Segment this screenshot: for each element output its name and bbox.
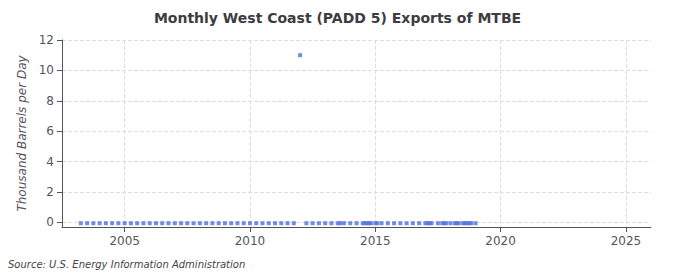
svg-text:8: 8: [46, 94, 54, 108]
svg-text:Thousand Barrels per Day: Thousand Barrels per Day: [15, 55, 29, 212]
svg-text:12: 12: [39, 33, 54, 47]
svg-text:Source: U.S. Energy Informatio: Source: U.S. Energy Information Administ…: [8, 259, 245, 270]
svg-text:0: 0: [46, 215, 54, 229]
svg-text:2010: 2010: [235, 234, 266, 248]
svg-text:4: 4: [46, 155, 54, 169]
svg-text:6: 6: [46, 124, 54, 138]
svg-text:2: 2: [46, 185, 54, 199]
svg-text:2025: 2025: [611, 234, 642, 248]
svg-text:2020: 2020: [485, 234, 516, 248]
svg-text:Monthly West Coast (PADD 5) Ex: Monthly West Coast (PADD 5) Exports of M…: [154, 10, 521, 26]
svg-text:10: 10: [39, 63, 54, 77]
svg-text:2015: 2015: [360, 234, 391, 248]
svg-text:2005: 2005: [109, 234, 140, 248]
